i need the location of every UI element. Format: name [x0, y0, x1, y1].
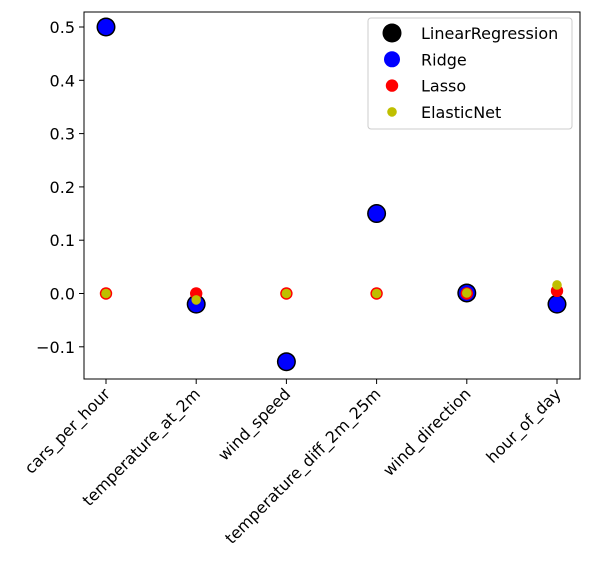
y-tick-label: 0.0 [50, 285, 75, 304]
point-elasticnet-temperature-diff-2m-25m [371, 288, 382, 299]
legend: LinearRegression Ridge Lasso ElasticNet [367, 17, 573, 130]
point-ridge-cars-per-hour [98, 19, 114, 35]
point-elasticnet-temperature-at-2m [191, 295, 201, 305]
point-elasticnet-cars-per-hour [101, 288, 111, 299]
x-tick-label: wind_direction [379, 384, 475, 480]
legend-marker-ridge [384, 51, 400, 68]
plot-frame [83, 11, 581, 380]
point-ridge-hour-of-day [549, 296, 565, 313]
y-tick-label: 0.5 [50, 18, 75, 37]
legend-box [367, 17, 573, 130]
x-tick-label: temperature_diff_2m_25m [221, 384, 385, 548]
legend-label-ridge: Ridge [421, 50, 467, 69]
y-tick-label: 0.2 [50, 178, 75, 197]
legend-marker-elasticnet [387, 107, 397, 117]
legend-marker-lasso [385, 79, 399, 92]
data-points [96, 17, 567, 372]
point-ridge-wind-speed [278, 353, 295, 370]
y-tick-label: −0.1 [36, 338, 75, 357]
legend-marker-linearregression [382, 23, 402, 43]
point-elasticnet-hour-of-day [552, 280, 562, 290]
x-tick-label: cars_per_hour [21, 384, 115, 478]
point-ridge-temperature-diff-2m-25m [368, 205, 385, 222]
point-elasticnet-wind-speed [281, 288, 292, 299]
legend-label-lasso: Lasso [421, 77, 466, 96]
x-tick-label: wind_speed [214, 384, 295, 465]
x-tick-label: hour_of_day [482, 384, 565, 467]
y-tick-label: 0.3 [50, 125, 75, 144]
y-tick-label: 0.1 [50, 231, 75, 250]
y-tick-label: 0.4 [50, 71, 75, 90]
legend-label-linearregression: LinearRegression [421, 24, 558, 43]
legend-label-elasticnet: ElasticNet [421, 103, 501, 122]
point-elasticnet-wind-direction [462, 288, 472, 298]
